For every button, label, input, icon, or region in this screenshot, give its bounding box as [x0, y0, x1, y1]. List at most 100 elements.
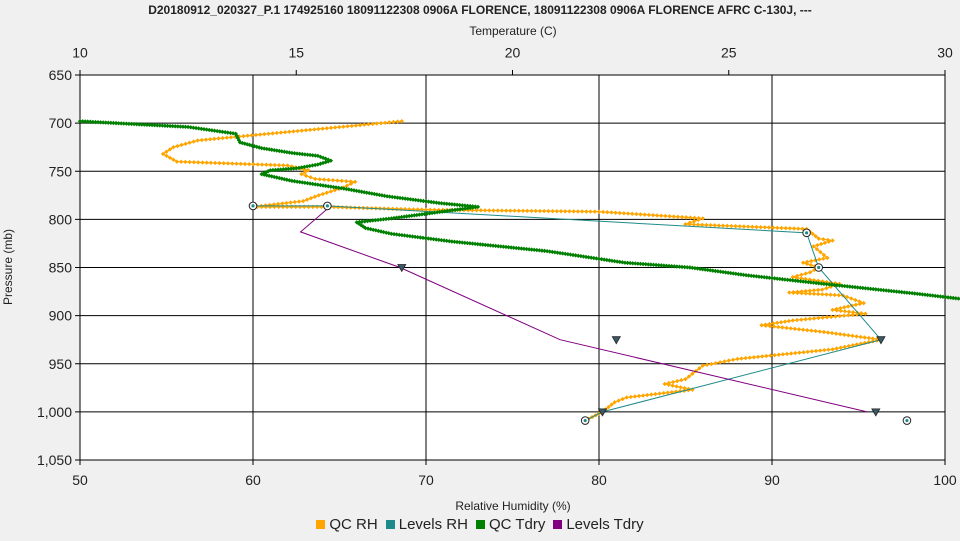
- data-point: [682, 264, 687, 270]
- data-point: [617, 259, 622, 265]
- data-point: [440, 207, 446, 213]
- data-point: [723, 270, 728, 275]
- legend-swatch: [475, 520, 485, 529]
- data-point: [573, 253, 578, 258]
- data-point: [767, 323, 773, 329]
- data-point: [179, 142, 184, 148]
- data-point: [591, 255, 597, 261]
- data-point: [784, 351, 790, 357]
- data-point: [396, 215, 402, 220]
- data-point: [320, 191, 325, 197]
- data-point: [853, 302, 859, 307]
- data-point: [769, 275, 775, 281]
- data-point: [508, 245, 514, 250]
- data-point: [722, 359, 727, 364]
- data-point: [807, 291, 813, 296]
- data-point: [557, 250, 563, 256]
- data-point: [563, 209, 568, 214]
- data-point: [811, 288, 817, 293]
- data-point: [586, 255, 591, 260]
- data-point: [687, 265, 693, 270]
- data-point: [846, 309, 852, 314]
- data-point: [160, 151, 166, 157]
- data-point: [407, 233, 413, 239]
- data-point: [674, 384, 679, 389]
- bottom-axis-label: Relative Humidity (%): [455, 499, 570, 513]
- data-point: [266, 131, 271, 136]
- data-point: [620, 396, 625, 402]
- data-point: [649, 392, 654, 397]
- data-point: [739, 356, 744, 361]
- level-circle-center: [583, 418, 587, 423]
- data-point: [415, 234, 420, 240]
- data-point: [646, 262, 651, 267]
- top-tick-label: 10: [72, 45, 88, 61]
- data-point: [511, 245, 516, 250]
- data-point: [894, 289, 899, 294]
- data-point: [281, 167, 286, 172]
- data-point: [427, 211, 432, 216]
- data-point: [542, 248, 547, 254]
- data-point: [283, 166, 289, 172]
- data-point: [809, 328, 814, 333]
- data-point: [620, 260, 625, 265]
- data-point: [419, 212, 425, 217]
- data-point: [320, 160, 326, 166]
- data-point: [328, 189, 334, 194]
- data-point: [183, 159, 188, 165]
- data-point: [209, 128, 215, 133]
- data-point: [332, 125, 338, 130]
- data-point: [394, 232, 399, 237]
- data-point: [390, 194, 395, 200]
- data-point: [630, 211, 635, 217]
- data-point: [410, 234, 415, 239]
- data-point: [257, 132, 263, 137]
- data-point: [669, 263, 674, 269]
- data-point: [357, 122, 363, 128]
- data-point: [829, 282, 834, 287]
- data-point: [450, 208, 455, 213]
- level-triangle-marker: [871, 408, 881, 417]
- data-point: [465, 206, 470, 211]
- data-point: [212, 128, 217, 133]
- data-point: [943, 294, 948, 300]
- data-point: [383, 216, 389, 222]
- data-point: [790, 318, 795, 323]
- data-point: [384, 194, 390, 199]
- data-point: [403, 196, 408, 201]
- data-point: [399, 119, 404, 124]
- data-point: [824, 285, 829, 291]
- data-point: [824, 281, 829, 287]
- data-point: [199, 126, 204, 132]
- data-point: [397, 232, 402, 238]
- data-point: [537, 208, 543, 214]
- data-point: [98, 120, 103, 125]
- data-point: [737, 224, 742, 229]
- data-point: [255, 162, 260, 167]
- legend-item-levels-rh: Levels RH: [385, 516, 468, 533]
- data-point: [302, 164, 307, 170]
- data-point: [187, 140, 192, 145]
- data-point: [367, 218, 373, 223]
- data-point: [846, 333, 851, 338]
- data-point: [640, 393, 646, 398]
- data-point: [147, 122, 152, 128]
- data-point: [185, 124, 191, 130]
- data-point: [165, 123, 170, 129]
- data-point: [710, 268, 716, 273]
- data-point: [696, 217, 701, 223]
- data-point: [803, 276, 808, 282]
- data-point: [111, 120, 116, 126]
- data-point: [80, 119, 85, 124]
- data-point: [690, 371, 695, 376]
- data-point: [431, 236, 436, 242]
- data-point: [237, 140, 243, 145]
- data-point: [803, 317, 808, 322]
- data-point: [638, 261, 643, 267]
- data-point: [373, 228, 379, 233]
- data-point: [214, 128, 220, 134]
- data-point: [717, 360, 723, 365]
- data-point: [307, 181, 313, 186]
- bottom-tick-label: 60: [245, 472, 261, 488]
- data-point: [935, 293, 941, 299]
